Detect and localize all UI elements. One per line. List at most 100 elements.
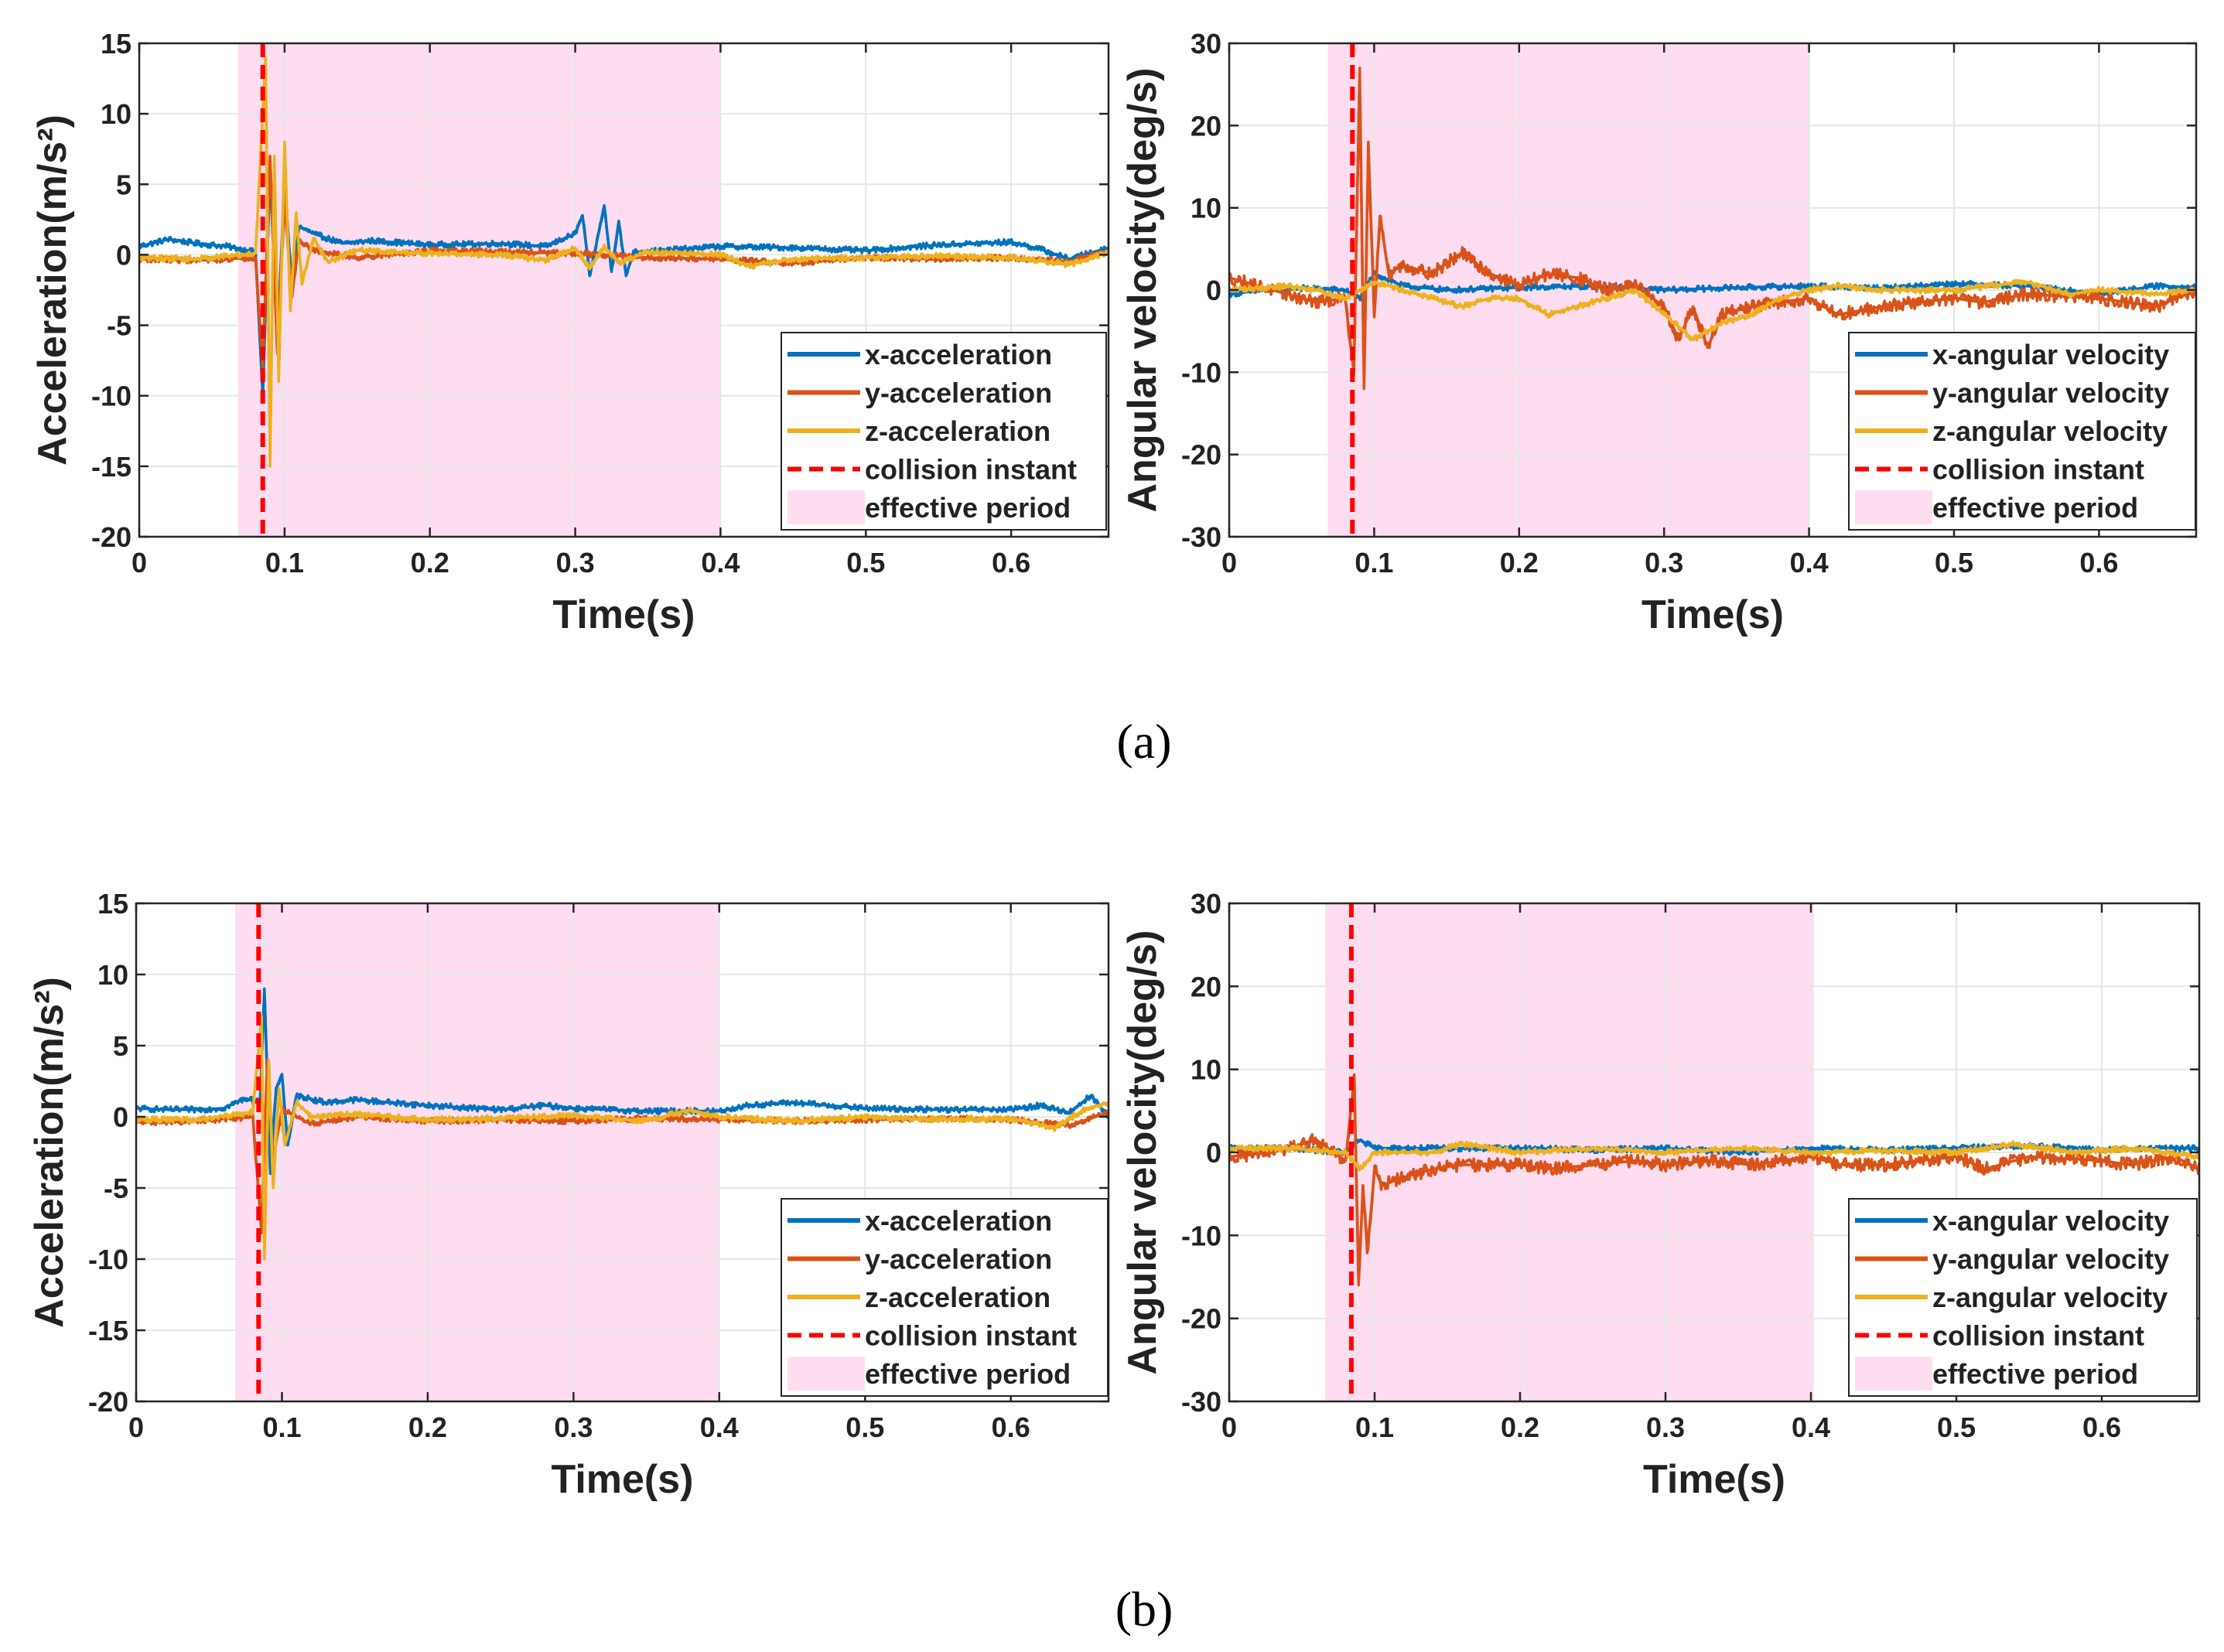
x-tick-label: 0.2 [408, 1411, 447, 1443]
effective-period-band [237, 43, 721, 537]
y-tick-label: 0 [1206, 275, 1221, 306]
x-tick-label: 0.6 [992, 1411, 1030, 1443]
series-peaks-z-angular-velocity [1229, 280, 2196, 341]
y-tick-label: 5 [113, 1030, 128, 1062]
y-tick-label: 30 [1191, 28, 1221, 60]
x-tick-label: 0 [1221, 547, 1237, 579]
legend: x-acceleration y-acceleration z-accelerati… [781, 332, 1107, 531]
x-tick-label: 0.5 [1935, 547, 1973, 579]
y-tick-label: 20 [1191, 110, 1221, 142]
x-tick-label: 0.2 [411, 547, 449, 579]
y-axis-label: Angular velocity(deg/s) [1120, 68, 1165, 513]
y-tick-label: 10 [1191, 1054, 1221, 1086]
x-tick-label: 0.6 [992, 547, 1030, 579]
y-tick-label: -10 [91, 381, 132, 412]
y-tick-label: -5 [107, 310, 132, 342]
y-tick-label: 10 [1191, 193, 1221, 224]
y-tick-label: -20 [91, 521, 132, 553]
legend-item: y-angular velocity [1932, 377, 2169, 409]
x-tick-label: 0.5 [1937, 1411, 1976, 1443]
axes-box [138, 42, 1110, 538]
series-peaks-z-acceleration [139, 56, 1109, 468]
x-tick-label: 0 [128, 1411, 144, 1443]
y-tick-label: -20 [1181, 1303, 1221, 1335]
legend-swatch-patch [787, 490, 865, 524]
series-group [1229, 67, 2196, 391]
y-tick-label: -15 [88, 1315, 128, 1347]
x-tick-label: 0.5 [846, 1411, 884, 1443]
legend-item: collision instant [1932, 1320, 2144, 1352]
x-tick-label: 0.1 [262, 1411, 301, 1443]
y-tick-label: -20 [1181, 439, 1221, 471]
legend-item: y-acceleration [865, 377, 1052, 409]
x-tick-label: 0.2 [1501, 1411, 1539, 1443]
y-tick-label: 10 [97, 959, 128, 991]
axes-box [135, 902, 1110, 1403]
legend-swatch-patch [1855, 490, 1932, 524]
series-group [1229, 1073, 2199, 1287]
legend-item: x-angular velocity [1932, 1205, 2169, 1237]
legend-item: collision instant [1932, 454, 2144, 486]
panel-label-b: (b) [1115, 1582, 1173, 1637]
y-axis-label: Acceleration(m/s²) [30, 114, 75, 466]
y-tick-label: 15 [97, 888, 128, 920]
x-axis-label: Time(s) [553, 592, 695, 637]
chart-a-accel: 0 0.1 0.2 0.3 0.4 0.5 0.6 -20 -15 -10 -5 0 5 10 15 Time… [30, 28, 1110, 637]
x-tick-label: 0.3 [1645, 547, 1683, 579]
y-tick-label: 0 [113, 1101, 128, 1133]
x-axis-label: Time(s) [1643, 1457, 1785, 1502]
legend-item: z-acceleration [865, 415, 1051, 447]
legend-item: x-angular velocity [1932, 339, 2169, 370]
y-tick-label: 5 [116, 169, 132, 200]
x-tick-label: 0 [132, 547, 147, 579]
legend: x-angular velocity y-angular velocity z-an… [1848, 1198, 2198, 1397]
x-tick-label: 0.2 [1500, 547, 1539, 579]
legend-item: z-angular velocity [1932, 415, 2168, 447]
y-tick-label: 15 [101, 28, 132, 60]
y-tick-label: -15 [91, 451, 132, 483]
y-axis-label: Angular velocity(deg/s) [1120, 930, 1165, 1375]
legend-item: collision instant [865, 454, 1077, 486]
legend-item: y-angular velocity [1932, 1244, 2169, 1275]
x-tick-label: 0.1 [1355, 1411, 1394, 1443]
x-tick-label: 0.4 [1792, 1411, 1830, 1443]
series-group [139, 56, 1109, 468]
y-tick-label: -10 [1181, 357, 1221, 388]
legend-item: z-acceleration [865, 1282, 1051, 1313]
x-tick-label: 0.5 [846, 547, 885, 579]
y-tick-label: 0 [1206, 1137, 1221, 1169]
y-tick-label: 10 [101, 98, 132, 130]
legend: x-angular velocity y-angular velocity z-an… [1848, 332, 2196, 531]
x-tick-label: 0.1 [265, 547, 304, 579]
legend-item: collision instant [865, 1320, 1077, 1352]
chart-b-accel: 0 0.1 0.2 0.3 0.4 0.5 0.6 -20 -15 -10 -5 0 5 10 15 Time… [27, 888, 1110, 1502]
series-peaks-y-angular-velocity [1229, 67, 2196, 391]
y-tick-label: -30 [1181, 521, 1221, 553]
legend-item: z-angular velocity [1932, 1282, 2168, 1313]
legend-item: y-acceleration [865, 1244, 1052, 1275]
series-peaks-z-angular-velocity [1229, 1142, 2199, 1171]
y-tick-label: -5 [104, 1172, 128, 1204]
series-group [136, 987, 1109, 1261]
legend-item: effective period [1932, 1358, 2138, 1390]
x-tick-label: 0 [1221, 1411, 1237, 1443]
legend-item: x-acceleration [865, 1205, 1052, 1237]
x-tick-label: 0.3 [556, 547, 595, 579]
x-axis-label: Time(s) [1642, 592, 1784, 637]
x-tick-label: 0.4 [700, 1411, 739, 1443]
y-tick-label: -10 [88, 1244, 128, 1275]
y-tick-label: 20 [1191, 971, 1221, 1002]
series-peaks-z-acceleration [136, 1015, 1109, 1261]
chart-a-gyro: 0 0.1 0.2 0.3 0.4 0.5 0.6 -30 -20 -10 0 10 20 30 Time(… [1120, 28, 2198, 637]
effective-period-band [235, 903, 719, 1401]
x-tick-label: 0.6 [2079, 547, 2118, 579]
y-tick-label: 30 [1191, 888, 1221, 920]
legend: x-acceleration y-acceleration z-accelerati… [781, 1198, 1109, 1397]
legend-item: x-acceleration [865, 339, 1052, 370]
y-tick-label: -20 [88, 1386, 128, 1418]
legend-item: effective period [1932, 492, 2138, 524]
legend-swatch-patch [1855, 1357, 1932, 1391]
panel-label-a: (a) [1116, 714, 1171, 769]
x-tick-label: 0.4 [701, 547, 740, 579]
